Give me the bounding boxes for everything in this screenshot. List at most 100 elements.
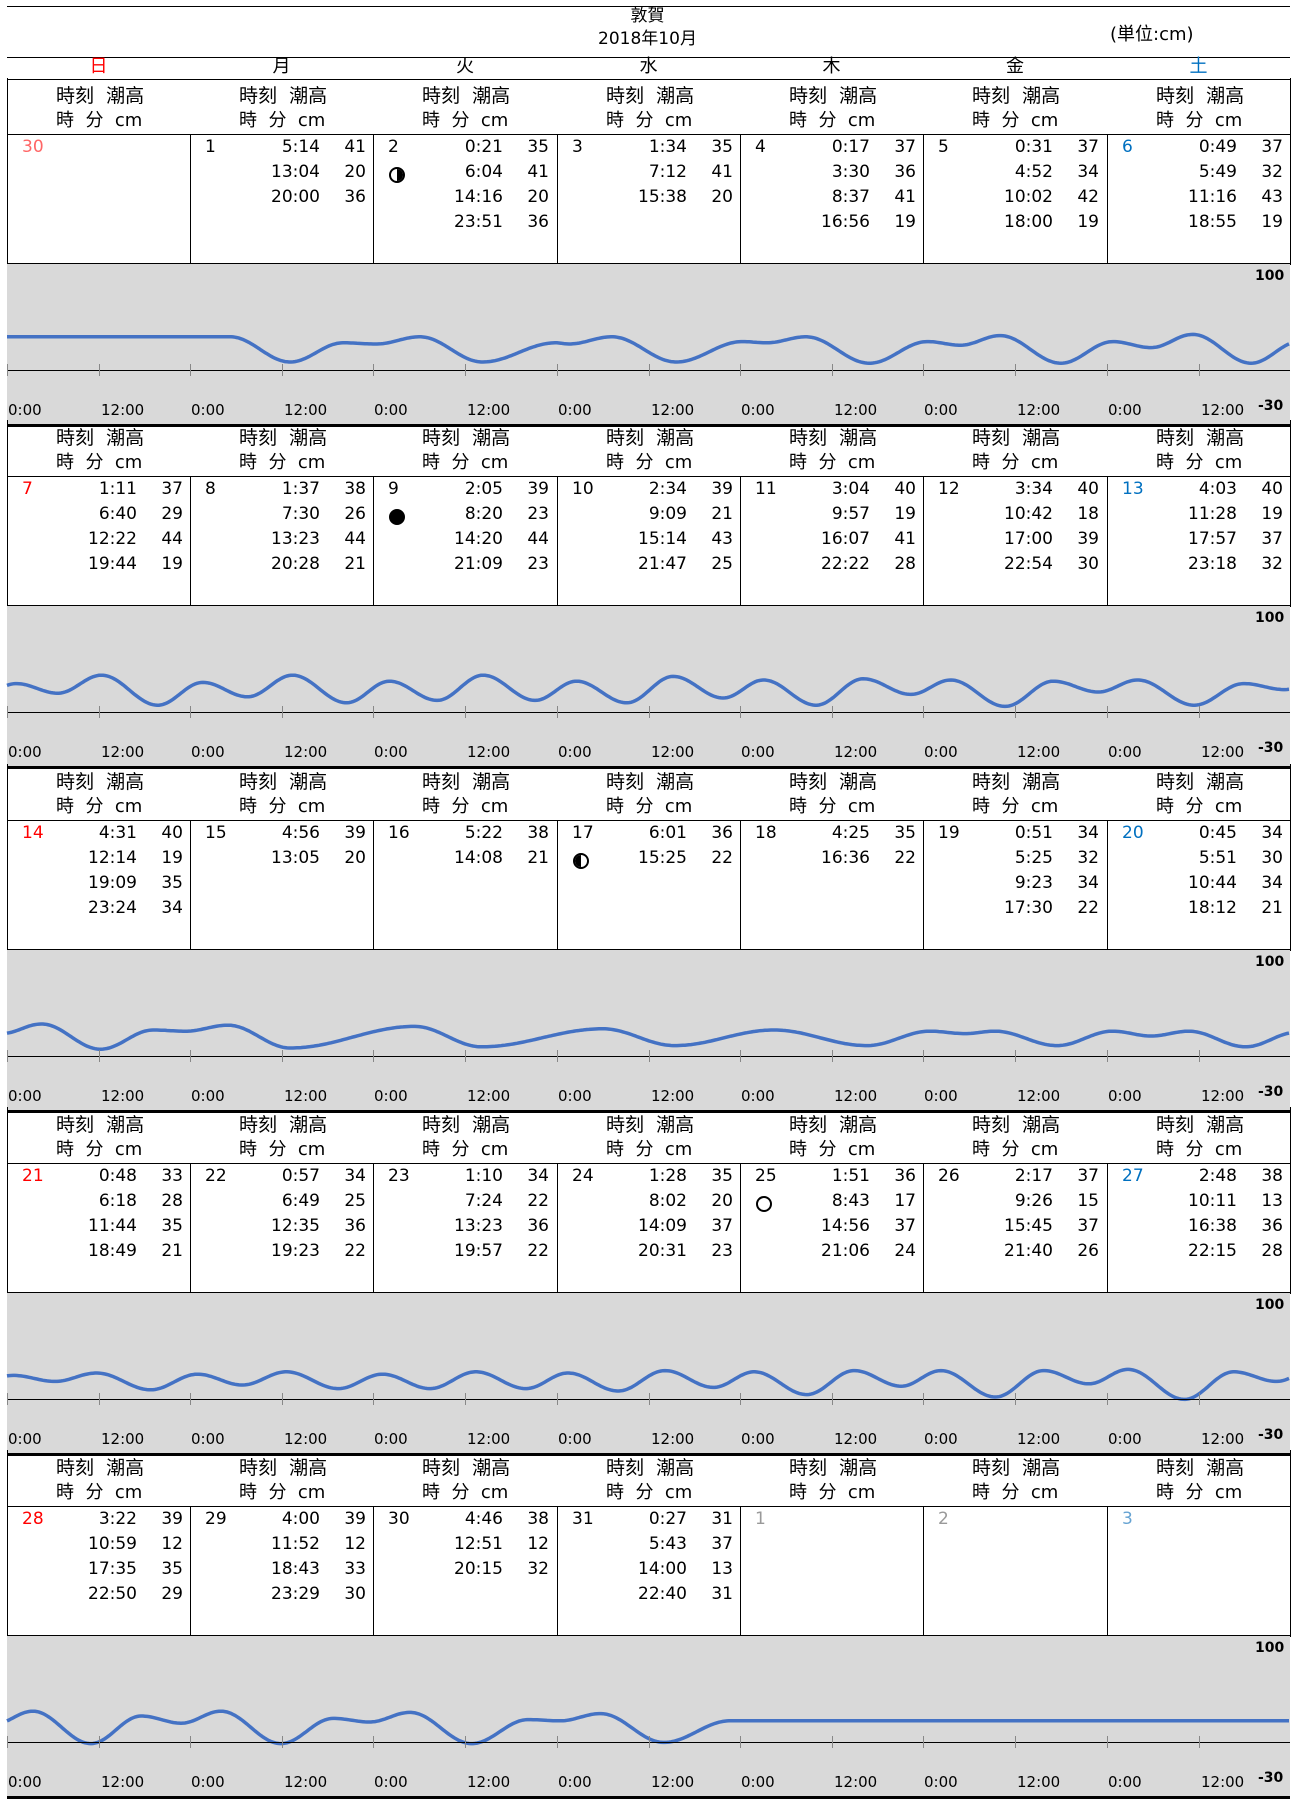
column-header-unit: 時 分 cm [1156, 1139, 1243, 1160]
x-tick-label: 12:00 [1017, 401, 1061, 419]
tide-height: 37 [711, 1534, 733, 1554]
y-max-label: 100 [1255, 1297, 1285, 1313]
tide-time: 14:20 [454, 529, 503, 549]
axis-tick [740, 364, 741, 376]
x-tick-label: 0:00 [741, 1087, 775, 1105]
tide-height: 44 [527, 529, 549, 549]
frame-left [7, 1450, 8, 1637]
day-number: 13 [1122, 479, 1144, 499]
day-number: 15 [205, 823, 227, 843]
cell-divider [740, 1506, 741, 1635]
tide-time: 1:51 [831, 1166, 870, 1186]
axis-tick [649, 1050, 650, 1062]
tide-height: 38 [344, 479, 366, 499]
axis-tick [282, 364, 283, 376]
tide-height: 26 [344, 504, 366, 524]
cell-divider [740, 820, 741, 949]
tide-time: 12:14 [88, 848, 137, 868]
axis-tick [923, 364, 924, 376]
axis-tick [373, 1393, 374, 1405]
column-header-unit: 時 分 cm [972, 452, 1059, 473]
tide-time: 21:47 [638, 554, 687, 574]
tide-height: 41 [894, 529, 916, 549]
tide-height: 15 [1077, 1191, 1099, 1211]
x-tick-label: 12:00 [1017, 1773, 1061, 1791]
tide-height: 38 [1261, 1166, 1283, 1186]
tide-height: 34 [344, 1166, 366, 1186]
column-header-time: 時刻 潮高 [606, 771, 695, 793]
tide-height: 35 [711, 137, 733, 157]
tide-time: 12:22 [88, 529, 137, 549]
axis-tick [1107, 1736, 1108, 1748]
tide-height: 20 [344, 162, 366, 182]
tide-time: 8:43 [831, 1191, 870, 1211]
cell-divider [923, 820, 924, 949]
axis-tick [923, 1736, 924, 1748]
tide-time: 1:11 [98, 479, 137, 499]
x-tick-label: 12:00 [834, 401, 878, 419]
tide-height: 36 [527, 212, 549, 232]
tide-chart-band [7, 1293, 1290, 1453]
tide-time: 11:52 [271, 1534, 320, 1554]
tide-time: 22:54 [1004, 554, 1053, 574]
day-number: 1 [755, 1509, 766, 1529]
x-tick-label: 0:00 [8, 1430, 42, 1448]
day-number: 21 [22, 1166, 44, 1186]
tide-height: 36 [344, 1216, 366, 1236]
tide-height: 39 [711, 479, 733, 499]
x-tick-label: 12:00 [467, 743, 511, 761]
tide-height: 23 [527, 504, 549, 524]
tide-height: 37 [894, 137, 916, 157]
x-tick-label: 12:00 [284, 743, 328, 761]
tide-height: 23 [711, 1241, 733, 1261]
column-header-unit: 時 分 cm [422, 1139, 509, 1160]
x-tick-label: 0:00 [924, 401, 958, 419]
tide-height: 43 [711, 529, 733, 549]
tide-time: 17:00 [1004, 529, 1053, 549]
axis-tick [1015, 364, 1016, 376]
tide-height: 31 [711, 1509, 733, 1529]
tide-time: 14:09 [638, 1216, 687, 1236]
tide-height: 20 [527, 187, 549, 207]
x-tick-label: 0:00 [741, 743, 775, 761]
tide-height: 13 [711, 1559, 733, 1579]
tide-height: 38 [527, 823, 549, 843]
tide-time: 5:22 [464, 823, 503, 843]
week-divider [7, 1453, 1290, 1456]
y-max-label: 100 [1255, 954, 1285, 970]
tide-height: 23 [527, 554, 549, 574]
tide-height: 19 [894, 504, 916, 524]
tide-height: 37 [1261, 137, 1283, 157]
column-header-unit: 時 分 cm [972, 110, 1059, 131]
tide-curve-week-1 [7, 332, 1290, 365]
x-tick-label: 12:00 [467, 1773, 511, 1791]
x-tick-label: 0:00 [741, 401, 775, 419]
weekday-3: 水 [639, 56, 658, 77]
tide-height: 22 [1077, 898, 1099, 918]
tide-time: 0:49 [1198, 137, 1237, 157]
tide-time: 20:15 [454, 1559, 503, 1579]
tide-time: 2:05 [464, 479, 503, 499]
tide-time: 7:12 [648, 162, 687, 182]
x-tick-label: 0:00 [1108, 1773, 1142, 1791]
axis-tick [557, 706, 558, 718]
day-number: 6 [1122, 137, 1133, 157]
axis-tick [465, 364, 466, 376]
tide-time: 0:57 [281, 1166, 320, 1186]
column-header-time: 時刻 潮高 [239, 1114, 328, 1136]
weekday-2: 火 [456, 56, 474, 77]
cell-divider [1107, 1506, 1108, 1635]
tide-height: 34 [1261, 823, 1283, 843]
tide-height: 43 [1261, 187, 1283, 207]
tide-height: 12 [527, 1534, 549, 1554]
tide-curve-week-4 [6, 1367, 1290, 1402]
column-header-time: 時刻 潮高 [239, 427, 328, 449]
tide-time: 18:43 [271, 1559, 320, 1579]
frame-right [1290, 1107, 1291, 1294]
tide-height: 19 [1077, 212, 1099, 232]
x-tick-label: 12:00 [101, 1430, 145, 1448]
tide-height: 25 [711, 554, 733, 574]
moon-shade [397, 169, 403, 181]
cell-divider [557, 476, 558, 605]
tide-height: 35 [527, 137, 549, 157]
